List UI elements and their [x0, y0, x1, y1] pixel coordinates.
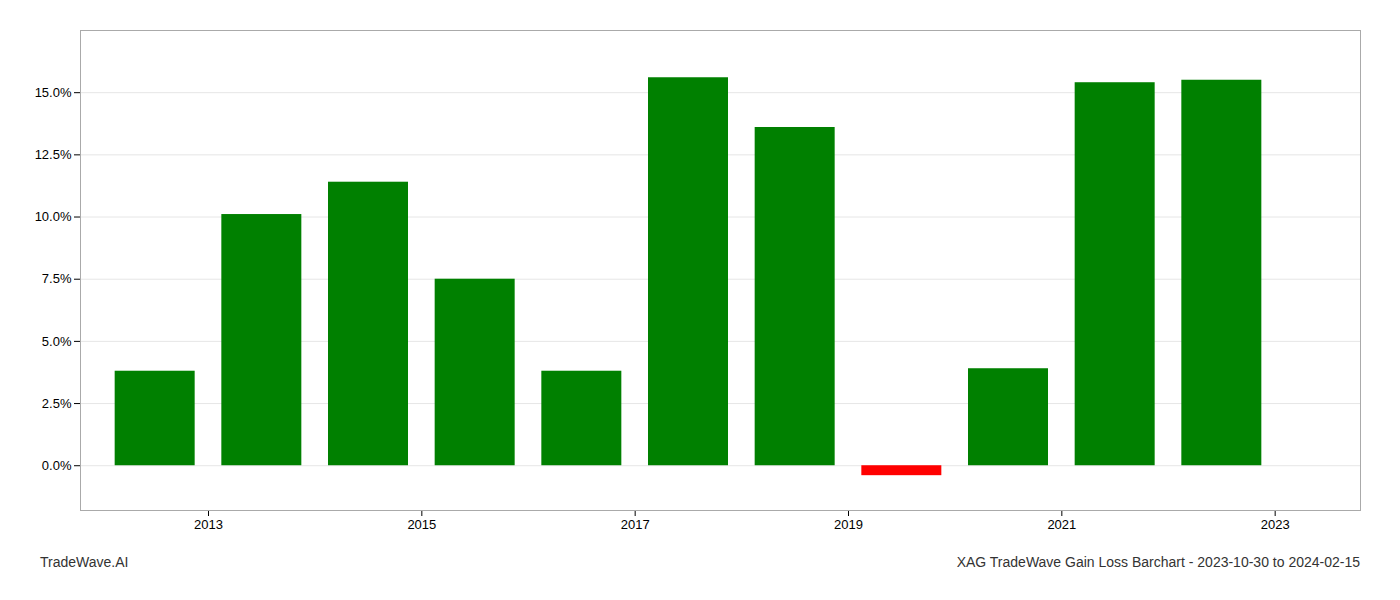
- svg-text:0.0%: 0.0%: [42, 458, 72, 473]
- svg-text:2017: 2017: [621, 517, 650, 532]
- svg-text:10.0%: 10.0%: [35, 209, 72, 224]
- svg-text:2023: 2023: [1261, 517, 1290, 532]
- svg-text:12.5%: 12.5%: [35, 147, 72, 162]
- svg-text:7.5%: 7.5%: [42, 271, 72, 286]
- svg-text:2013: 2013: [194, 517, 223, 532]
- svg-text:2.5%: 2.5%: [42, 396, 72, 411]
- html-text:TradeWave.AI: TradeWave.AI: [40, 554, 129, 570]
- svg-text:15.0%: 15.0%: [35, 85, 72, 100]
- html-text:XAG TradeWave Gain Loss Barcha: XAG TradeWave Gain Loss Barchart - 2023-…: [956, 554, 1360, 570]
- svg-text:2015: 2015: [407, 517, 436, 532]
- svg-text:2021: 2021: [1047, 517, 1076, 532]
- svg-text:2019: 2019: [834, 517, 863, 532]
- svg-text:5.0%: 5.0%: [42, 334, 72, 349]
